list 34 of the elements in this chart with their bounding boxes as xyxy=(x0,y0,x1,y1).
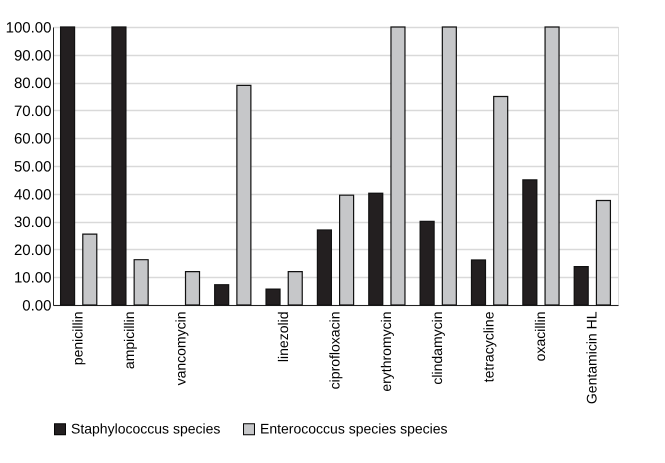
y-tick-label: 50.00 xyxy=(14,158,52,176)
x-tick-label: tetracycline xyxy=(480,311,497,382)
bar xyxy=(596,200,612,306)
y-tick-label: 10.00 xyxy=(14,270,52,287)
y-tick-label: 80.00 xyxy=(14,75,52,92)
y-tick-label: 90.00 xyxy=(14,47,52,64)
bar xyxy=(288,271,303,306)
y-tick-label: 0.00 xyxy=(22,298,52,314)
x-tick-label: erythromycin xyxy=(378,312,394,392)
bar xyxy=(134,259,149,306)
bar xyxy=(82,234,98,306)
bar xyxy=(544,26,560,306)
bar xyxy=(442,26,457,306)
bar xyxy=(390,26,406,306)
bar xyxy=(236,84,252,306)
x-tick-label: penicillin xyxy=(70,312,86,366)
legend-label: Staphylococcus species xyxy=(71,420,220,436)
legend-label: Enterococcus species species xyxy=(260,420,448,436)
x-tick-label: vancomycin xyxy=(172,312,188,386)
x-tick-label: clindamycin xyxy=(429,312,446,385)
x-tick-label: linezolid xyxy=(275,312,292,362)
bar xyxy=(339,194,354,306)
y-tick-label: 30.00 xyxy=(14,214,52,232)
bar xyxy=(184,271,200,306)
y-tick-label: 40.00 xyxy=(14,186,52,204)
x-tick-label: oxacillin xyxy=(532,312,548,362)
x-tick-label: ampicillin xyxy=(121,312,138,370)
y-tick-label: 100.00 xyxy=(6,20,52,36)
x-tick-label: ciprofloxacin xyxy=(326,312,342,390)
y-tick-label: 20.00 xyxy=(14,242,52,259)
x-tick-label: Gentamicin HL xyxy=(583,311,600,404)
y-tick-label: 70.00 xyxy=(14,102,52,120)
y-tick-label: 60.00 xyxy=(14,130,52,148)
bar xyxy=(493,96,508,306)
